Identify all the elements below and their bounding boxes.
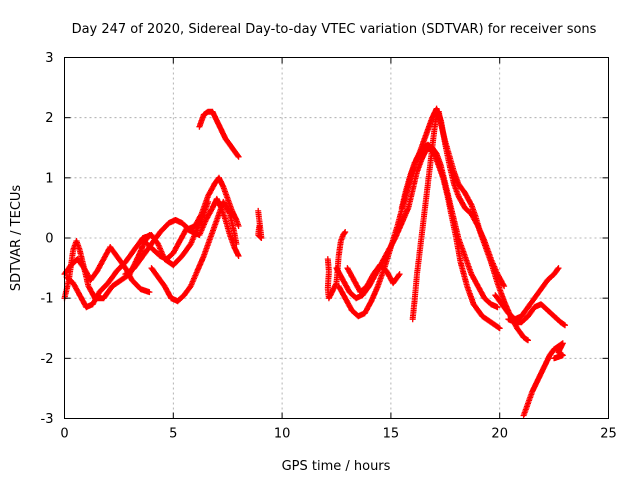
series-markers xyxy=(122,174,242,278)
x-axis-label: GPS time / hours xyxy=(282,459,391,474)
x-tick-label: 5 xyxy=(169,427,177,442)
x-tick-label: 10 xyxy=(274,427,291,442)
x-tick-label: 0 xyxy=(60,427,68,442)
y-tick-label: 1 xyxy=(45,171,53,186)
axis-ticks: 0 5 10 15 20 25 -3 -2 -1 0 1 2 3 xyxy=(41,51,617,442)
series-arc-6 xyxy=(144,195,242,263)
series-arc-12 xyxy=(344,262,403,296)
series-arc-7 xyxy=(196,108,242,160)
y-tick-label: -3 xyxy=(41,412,54,427)
y-tick-label: 2 xyxy=(45,111,53,126)
data-points xyxy=(61,105,568,419)
y-axis-label: SDTVAR / TECUs xyxy=(9,185,24,292)
y-tick-label: -2 xyxy=(41,352,54,367)
series-markers xyxy=(505,301,568,329)
series-arc-15 xyxy=(492,265,562,323)
x-tick-label: 25 xyxy=(600,427,617,442)
y-tick-label: 0 xyxy=(45,232,53,247)
series-markers xyxy=(144,195,242,263)
series-arc-4 xyxy=(122,174,242,278)
series-arc-9 xyxy=(324,229,349,302)
y-tick-label: -1 xyxy=(41,292,54,307)
series-arc-14 xyxy=(398,105,508,290)
series-markers xyxy=(520,340,566,419)
series-markers xyxy=(324,229,349,302)
series-markers xyxy=(255,207,265,241)
series-arc-8 xyxy=(255,207,265,241)
y-tick-label: 3 xyxy=(45,51,53,66)
series-markers xyxy=(398,105,508,290)
x-tick-label: 15 xyxy=(383,427,400,442)
series-markers xyxy=(344,262,403,296)
series-markers xyxy=(196,108,242,160)
x-tick-label: 20 xyxy=(491,427,508,442)
chart-title: Day 247 of 2020, Sidereal Day-to-day VTE… xyxy=(72,22,597,37)
series-arc-17 xyxy=(520,340,566,419)
series-markers xyxy=(492,265,562,323)
plot-frame xyxy=(64,57,609,419)
series-arc-16 xyxy=(505,301,568,329)
